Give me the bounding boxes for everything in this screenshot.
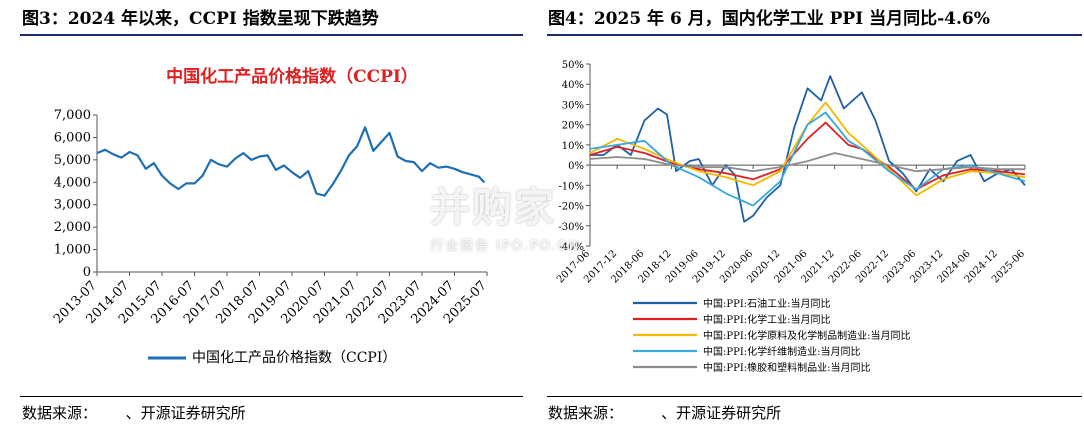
left-y-tick-label: 2,000 [54, 220, 91, 235]
right-series-line-4 [589, 152, 1025, 173]
right-series-line-1 [589, 121, 1026, 191]
right-y-tick-label: 40% [562, 80, 584, 91]
right-y-tick-label: 0% [568, 161, 584, 172]
right-figure-title: 图4：2025 年 6 月，国内化学工业 PPI 当月同比-4.6% [548, 9, 990, 29]
right-y-tick-label: -40% [558, 242, 584, 253]
right-y-tick-label: 10% [562, 141, 584, 152]
right-top-rule [547, 34, 1082, 36]
left-bottom-rule [20, 396, 523, 397]
left-figure-title: 图3：2024 年以来，CCPI 指数呈现下跌趋势 [22, 9, 379, 29]
right-source-note: 数据来源： 、开源证券研究所 [548, 404, 782, 422]
left-figure-panel: 图3：2024 年以来，CCPI 指数呈现下跌趋势 中国化工产品价格指数（CCP… [0, 0, 527, 433]
left-y-tick-label: 3,000 [54, 198, 91, 213]
right-y-tick-label: 30% [562, 100, 584, 111]
right-legend-label-1: 中国:PPI:化学工业:当月同比 [703, 313, 831, 326]
left-series-line-0 [96, 126, 486, 197]
right-y-tick-label: 50% [562, 60, 584, 71]
left-y-tick-label: 0 [83, 265, 91, 280]
right-legend-label-0: 中国:PPI:石油工业:当月同比 [703, 297, 831, 310]
ppi-chart: -40%-30%-20%-10%0%10%20%30%40%50%2017-06… [555, 60, 1027, 374]
left-chart-title: 中国化工产品价格指数（CCPI） [166, 66, 418, 87]
left-source-note: 数据来源： 、开源证券研究所 [22, 404, 246, 422]
right-bottom-rule [547, 396, 1082, 397]
right-legend-label-2: 中国:PPI:化学原料及化学制品制造业:当月同比 [703, 329, 911, 342]
right-figure-panel: 图4：2025 年 6 月，国内化学工业 PPI 当月同比-4.6% -40% -… [545, 0, 1084, 433]
left-y-tick-label: 1,000 [54, 243, 91, 258]
left-top-rule [20, 34, 523, 36]
left-y-tick-label: 4,000 [54, 175, 91, 190]
right-y-tick-label: -10% [558, 181, 584, 192]
right-legend-label-4: 中国:PPI:橡胶和塑料制品业:当月同比 [703, 361, 871, 374]
left-y-tick-label: 6,000 [54, 130, 91, 145]
left-y-tick-label: 5,000 [54, 153, 91, 168]
ccpi-chart: 中国化工产品价格指数（CCPI） 0 1,000 2,000 3,000 4,000 5,0… [51, 66, 490, 366]
left-y-tick-label: 7,000 [54, 108, 91, 123]
right-y-tick-label: -20% [558, 202, 584, 213]
right-series-line-0 [590, 75, 1026, 223]
left-legend-label-0: 中国化工产品价格指数（CCPI） [192, 350, 396, 366]
right-y-tick-label: -30% [558, 222, 584, 233]
right-y-tick-label: 20% [562, 121, 584, 132]
right-legend-label-3: 中国:PPI:化学纤维制造业:当月同比 [703, 345, 861, 358]
right-series-line-2 [589, 101, 1026, 197]
